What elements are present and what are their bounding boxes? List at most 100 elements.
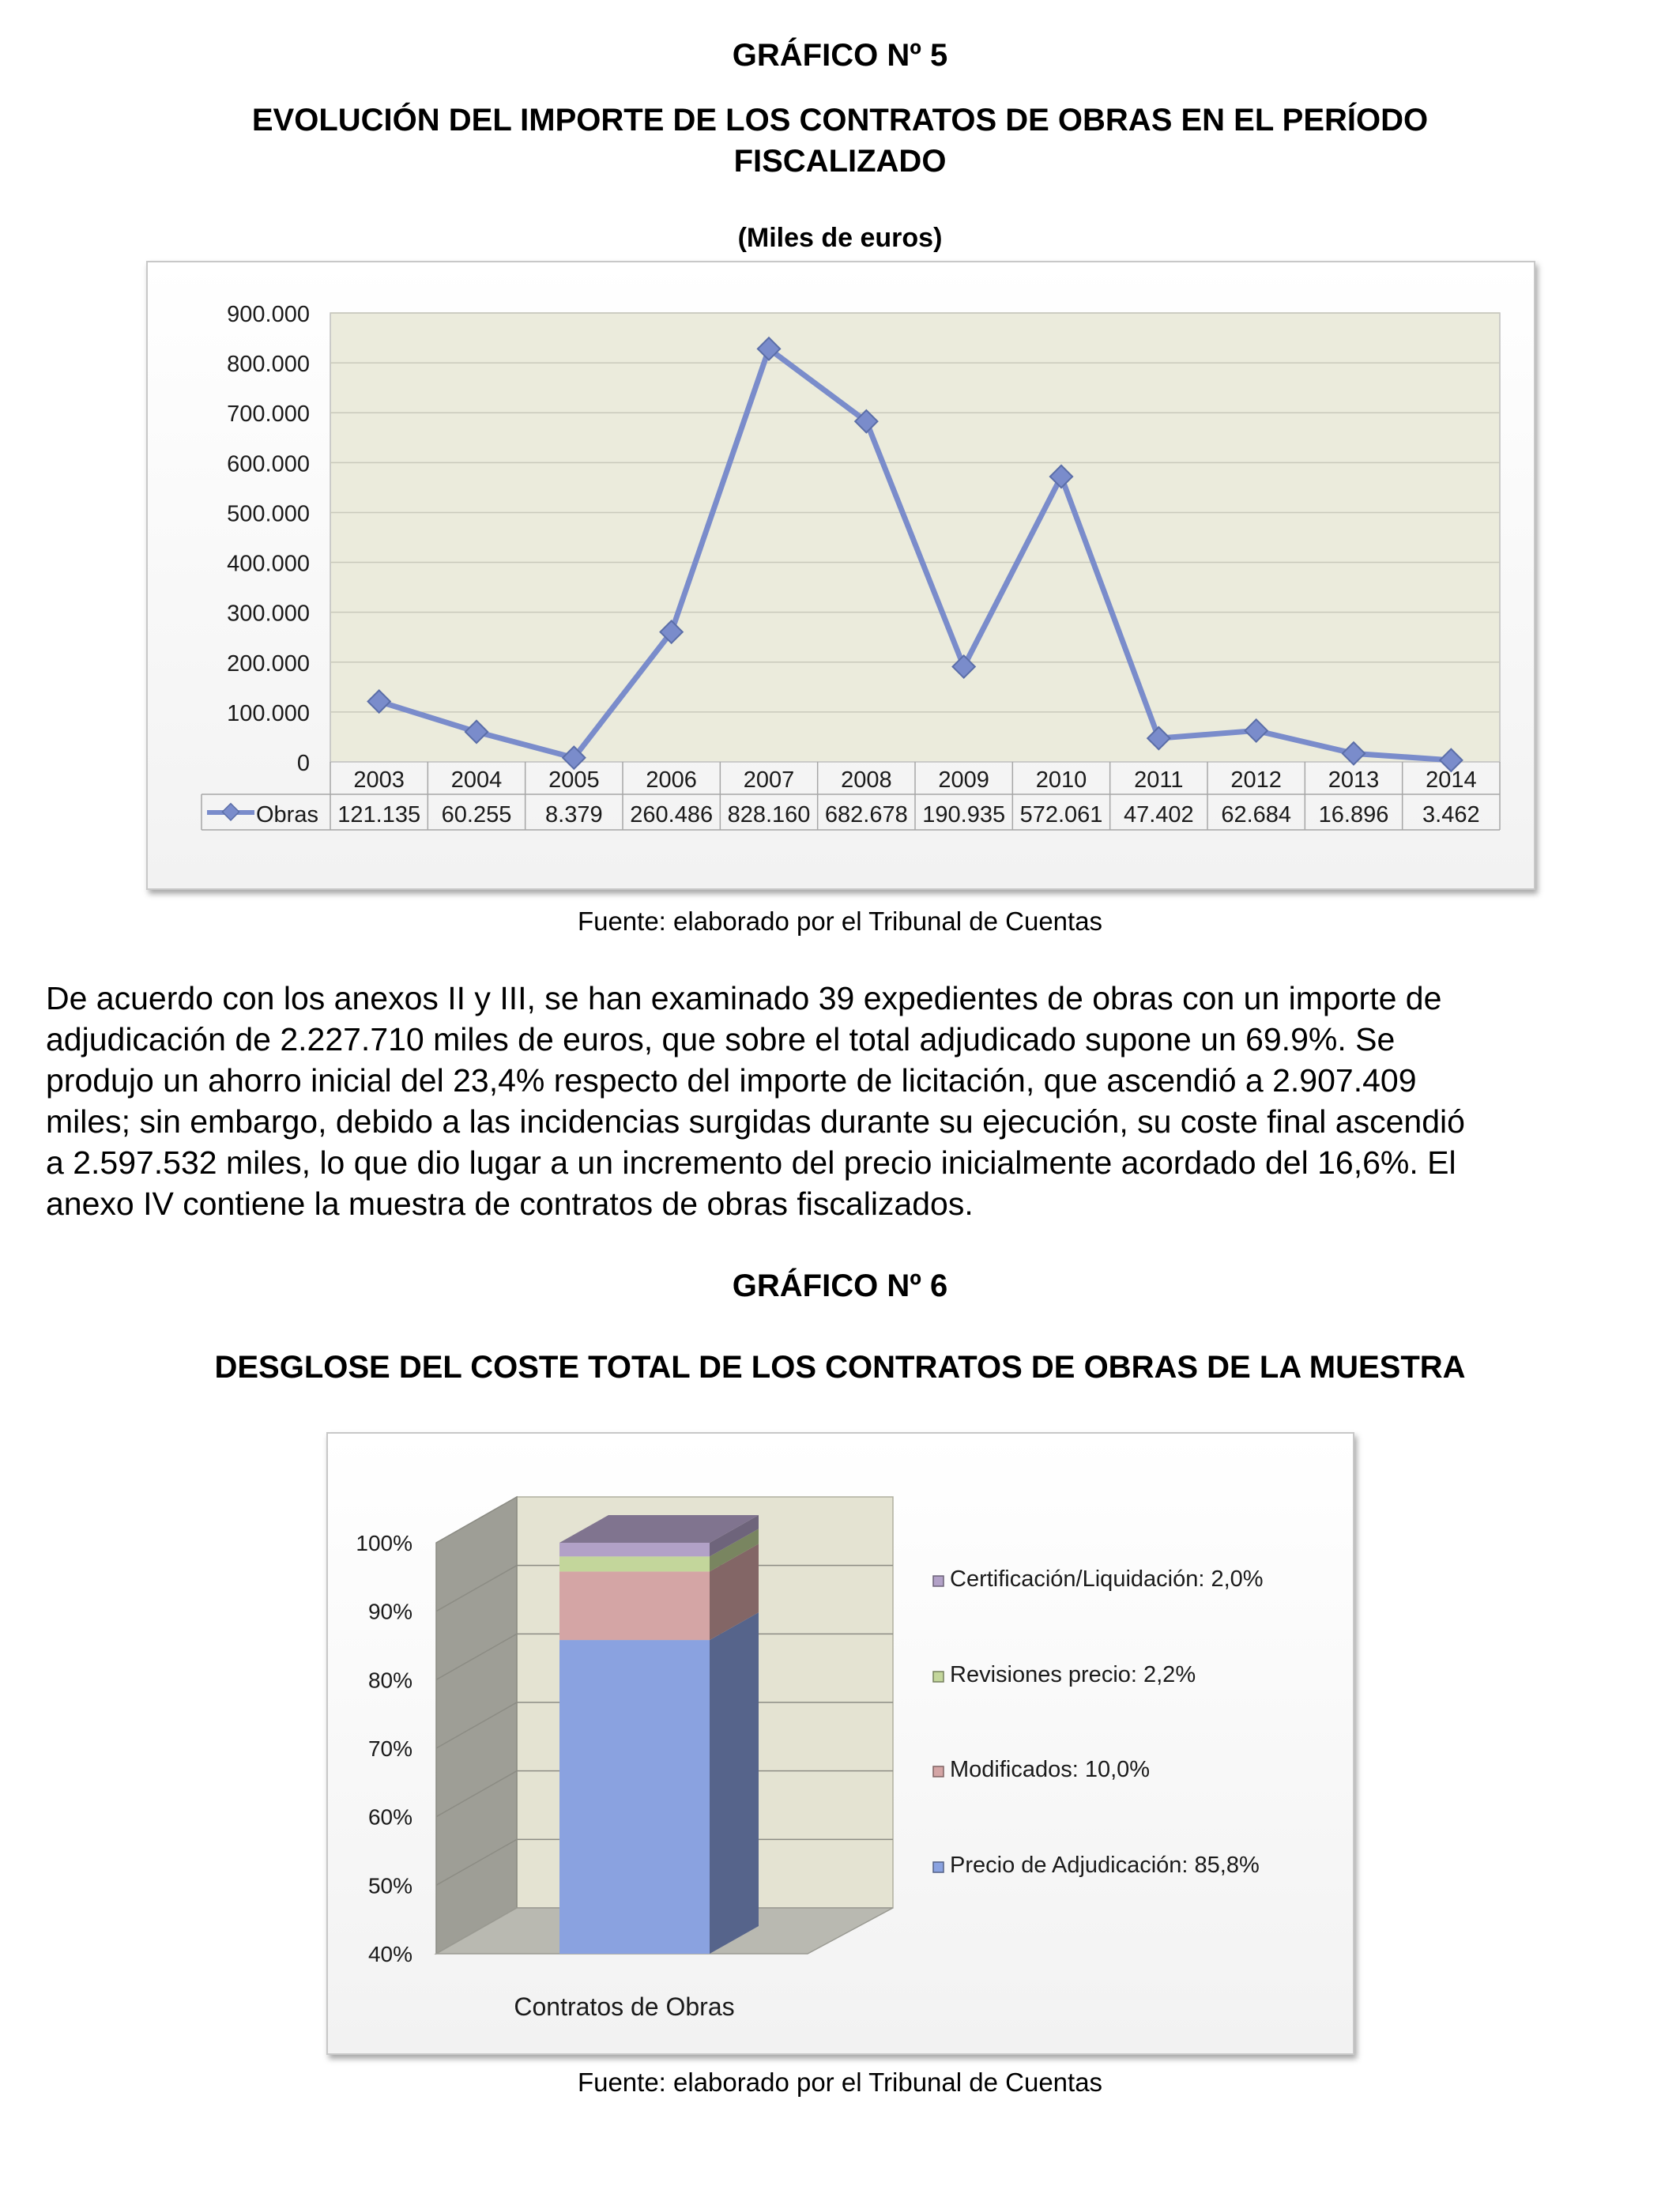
data-point xyxy=(367,688,392,714)
graph5-number: GRÁFICO Nº 5 xyxy=(732,38,948,73)
gridline xyxy=(435,1838,893,1886)
x-category-label: 2008 xyxy=(841,767,892,793)
chart6-y-ticks: 40% 50% 60% 70% 80% 90% 100% Contratos de Obras xyxy=(356,1531,734,2021)
data-label: 62.684 xyxy=(1221,802,1291,827)
graph5-source: Fuente: elaborado por el Tribunal de Cue… xyxy=(577,907,1103,936)
x-category-label: 2009 xyxy=(938,767,989,793)
gridline xyxy=(435,1770,893,1818)
y-tick-label: 500.000 xyxy=(227,501,310,526)
bar-segment-side xyxy=(710,1515,759,1557)
graph6-source: Fuente: elaborado por el Tribunal de Cue… xyxy=(577,2068,1103,2097)
gridline xyxy=(435,1633,893,1680)
legend-label: Modificados: 10,0% xyxy=(950,1757,1150,1782)
y-tick-label: 80% xyxy=(368,1668,412,1692)
data-label: 60.255 xyxy=(442,802,512,827)
gridline xyxy=(435,1564,893,1612)
gridline xyxy=(435,1702,893,1749)
series-line xyxy=(378,345,1452,763)
paragraph-line: a 2.597.532 miles, lo que dio lugar a un… xyxy=(46,1144,1456,1181)
data-label: 190.935 xyxy=(922,802,1005,827)
x-category-label: 2006 xyxy=(646,767,697,793)
data-point xyxy=(1244,718,1269,743)
y-tick-label: 800.000 xyxy=(227,352,310,377)
data-label: 260.486 xyxy=(630,802,713,827)
data-label: 47.402 xyxy=(1124,802,1194,827)
data-point xyxy=(1341,741,1366,766)
data-label: 121.135 xyxy=(337,802,420,827)
bar-segment-side xyxy=(710,1529,759,1572)
legend-marker-key xyxy=(221,802,240,821)
legend-swatch xyxy=(932,1575,944,1587)
legend-label: Revisiones precio: 2,2% xyxy=(950,1662,1196,1687)
x-category-label: 2013 xyxy=(1328,767,1380,793)
chart5-data-table: 2003 121.135 2004 60.255 2005 8.379 2006 260.48… xyxy=(201,762,1501,831)
legend-label: Precio de Adjudicación: 85,8% xyxy=(950,1853,1260,1878)
paragraph-line: produjo un ahorro inicial del 23,4% resp… xyxy=(46,1062,1417,1099)
stacked-3d-bar-chart: 40% 50% 60% 70% 80% 90% 100% Contratos de Obras… xyxy=(356,1495,1264,2021)
x-category-label: 2010 xyxy=(1036,767,1087,793)
y-tick-label: 100% xyxy=(356,1531,412,1555)
x-category-label: 2012 xyxy=(1230,767,1282,793)
bar-segment-front xyxy=(559,1543,710,1557)
chart5-y-ticks: 0 100.000 200.000 300.000 400.000 500.000 600.… xyxy=(227,302,310,776)
data-point xyxy=(561,745,586,771)
legend-swatch xyxy=(932,1861,944,1873)
data-label: 16.896 xyxy=(1319,802,1389,827)
data-point xyxy=(1146,726,1171,751)
bar-segment-side xyxy=(710,1612,759,1954)
paragraph-line: miles; sin embargo, debido a las inciden… xyxy=(46,1103,1465,1140)
y-tick-label: 90% xyxy=(368,1600,412,1624)
data-point xyxy=(756,336,782,361)
y-tick-label: 70% xyxy=(368,1736,412,1761)
graph5-title-line1: EVOLUCIÓN DEL IMPORTE DE LOS CONTRATOS D… xyxy=(251,103,1429,138)
x-category-label: 2007 xyxy=(744,767,795,793)
chart5-series xyxy=(367,336,1463,773)
x-category-label: 2005 xyxy=(548,767,600,793)
x-category-label: Contratos de Obras xyxy=(514,1992,734,2021)
paragraph-line: De acuerdo con los anexos II y III, se h… xyxy=(46,980,1442,1016)
x-category-label: 2011 xyxy=(1134,767,1183,793)
bar-segment-front xyxy=(559,1571,710,1641)
bar-segment-front xyxy=(559,1556,710,1572)
y-tick-label: 700.000 xyxy=(227,401,310,427)
data-label: 682.678 xyxy=(825,802,908,827)
bar-top xyxy=(559,1515,759,1543)
graph5-title-line2: FISCALIZADO xyxy=(733,144,947,179)
paragraph-line: adjudicación de 2.227.710 miles de euros… xyxy=(46,1021,1396,1057)
y-tick-label: 300.000 xyxy=(227,601,310,627)
y-tick-label: 400.000 xyxy=(227,552,310,577)
chart6-bar-stack xyxy=(559,1515,759,1954)
data-point xyxy=(659,620,684,645)
paragraph-line: anexo IV contiene la muestra de contrato… xyxy=(46,1186,974,1222)
graph6-number: GRÁFICO Nº 6 xyxy=(732,1269,948,1303)
y-tick-label: 0 xyxy=(297,751,310,776)
bar-segment-side xyxy=(710,1544,759,1641)
data-label: 828.160 xyxy=(728,802,811,827)
line-chart: 2003 121.135 2004 60.255 2005 8.379 2006 260.48… xyxy=(201,302,1501,831)
y-tick-label: 600.000 xyxy=(227,451,310,477)
x-category-label: 2004 xyxy=(451,767,503,793)
data-point xyxy=(1049,464,1074,489)
y-tick-label: 100.000 xyxy=(227,701,310,726)
y-tick-label: 900.000 xyxy=(227,302,310,327)
data-label: 8.379 xyxy=(545,802,603,827)
x-category-label: 2003 xyxy=(353,767,405,793)
bar-segment-front xyxy=(559,1640,710,1954)
body-paragraph: De acuerdo con los anexos II y III, se h… xyxy=(46,978,1633,1224)
graph6-title: DESGLOSE DEL COSTE TOTAL DE LOS CONTRATO… xyxy=(214,1350,1466,1385)
data-point xyxy=(853,409,879,434)
y-tick-label: 200.000 xyxy=(227,651,310,677)
legend-swatch xyxy=(932,1766,944,1777)
graph5-unit: (Miles de euros) xyxy=(737,223,943,253)
data-label: 3.462 xyxy=(1422,802,1480,827)
y-tick-label: 40% xyxy=(368,1942,412,1966)
data-label: 572.061 xyxy=(1020,802,1103,827)
legend-swatch xyxy=(932,1671,944,1683)
data-point xyxy=(464,719,489,745)
y-tick-label: 60% xyxy=(368,1805,412,1830)
data-point xyxy=(1438,748,1463,773)
legend-label: Obras xyxy=(256,802,318,827)
legend-label: Certificación/Liquidación: 2,0% xyxy=(950,1566,1264,1592)
y-tick-label: 50% xyxy=(368,1873,412,1898)
data-point xyxy=(951,654,977,680)
